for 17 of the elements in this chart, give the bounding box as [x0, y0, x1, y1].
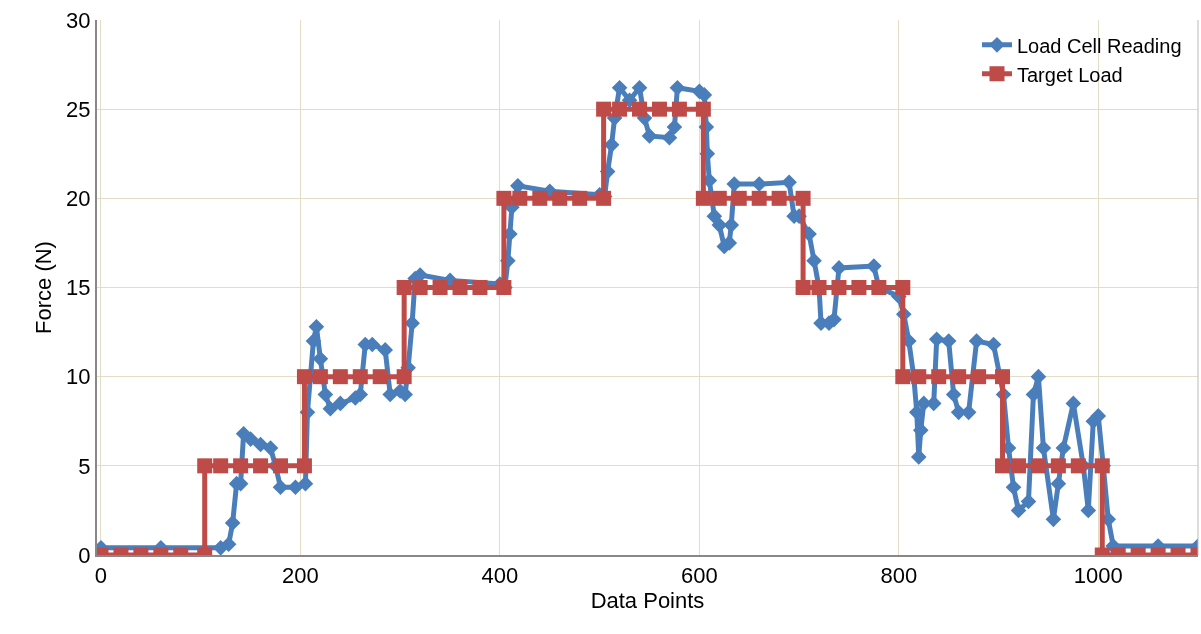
x-tick-label: 1000 [1073, 563, 1123, 589]
y-tick-label: 20 [66, 186, 91, 212]
y-tick-label: 10 [66, 364, 91, 390]
y-tick-label: 5 [78, 453, 91, 479]
x-tick-label: 600 [681, 563, 718, 589]
legend-label: Load Cell Reading [1016, 34, 1182, 57]
y-tick-label: 15 [66, 275, 91, 301]
x-tick-label: 0 [94, 563, 108, 589]
legend-label: Target Load [1016, 63, 1123, 86]
x-tick-label: 800 [880, 563, 918, 589]
x-tick-label: 200 [282, 563, 319, 589]
y-tick-label: 30 [66, 7, 91, 33]
x-tick-label: 400 [481, 563, 519, 589]
y-tick-label: 0 [78, 542, 91, 568]
y-tick-label: 25 [66, 96, 91, 122]
x-axis-title: Data Points [590, 588, 705, 614]
y-axis-title: Force (N) [31, 241, 57, 334]
